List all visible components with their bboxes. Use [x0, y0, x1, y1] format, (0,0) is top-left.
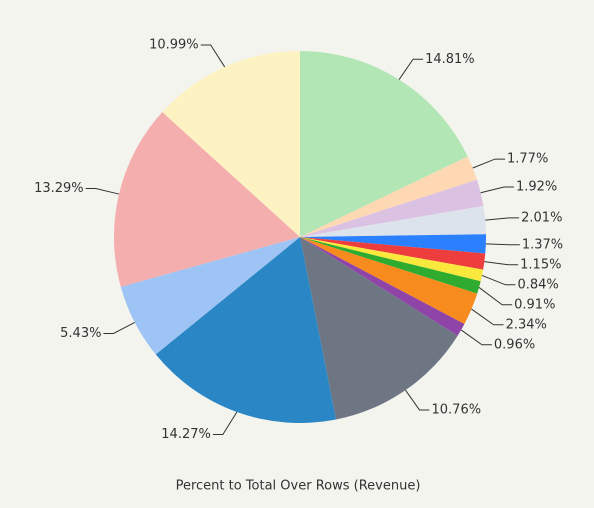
pie-slice	[300, 156, 477, 237]
pie-slice	[300, 237, 458, 420]
data-label: 13.29%	[34, 181, 84, 196]
leader-line	[472, 158, 506, 169]
pie-slice	[300, 237, 481, 294]
data-label: 14.27%	[161, 427, 211, 442]
leader-line	[200, 44, 226, 68]
leader-line	[405, 389, 430, 411]
data-label: 1.77%	[507, 152, 548, 167]
data-label: 0.96%	[494, 337, 535, 352]
pie-slice	[300, 51, 468, 237]
data-label: 2.34%	[506, 317, 547, 332]
pie-slice	[300, 237, 465, 336]
leader-line	[212, 411, 238, 436]
data-label: 10.76%	[432, 402, 482, 417]
pie-slice	[300, 206, 486, 237]
leader-line	[460, 329, 492, 346]
leader-line	[398, 58, 424, 80]
data-label: 5.43%	[60, 326, 101, 341]
leader-line	[85, 188, 120, 195]
pie-slice	[300, 237, 484, 282]
pie-slice	[120, 237, 300, 355]
pie-slice	[300, 179, 484, 237]
leader-line	[481, 274, 516, 286]
chart-title: Percent to Total Over Rows (Revenue)	[176, 479, 421, 494]
data-label: 1.15%	[520, 257, 561, 272]
data-label: 0.91%	[514, 297, 555, 312]
pie-slice	[300, 237, 478, 324]
pie-slice	[155, 237, 337, 423]
data-label: 1.37%	[522, 237, 563, 252]
pie-slice	[162, 50, 300, 237]
pie-slice	[300, 237, 486, 270]
data-label: 0.84%	[517, 277, 558, 292]
data-label: 14.81%	[425, 52, 475, 67]
leader-line	[471, 308, 504, 326]
data-label: 10.99%	[149, 37, 199, 52]
pie-slice	[300, 234, 486, 254]
data-label: 2.01%	[521, 210, 562, 225]
leader-line	[478, 287, 513, 306]
leader-line	[485, 217, 520, 221]
pie-slice	[113, 111, 300, 287]
leader-line	[103, 321, 136, 334]
leader-line	[480, 186, 514, 194]
data-label: 1.92%	[516, 180, 557, 195]
leader-line	[484, 261, 519, 266]
leader-line	[485, 243, 520, 246]
